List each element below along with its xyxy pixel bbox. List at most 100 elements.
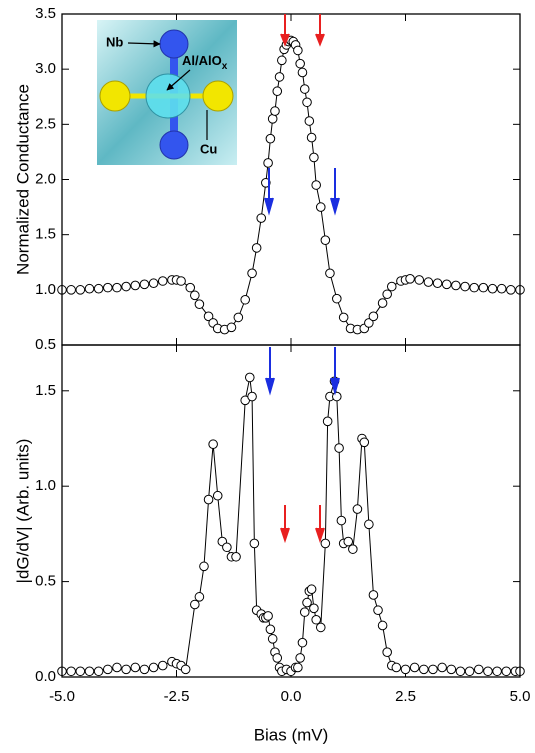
inset-label: Nb <box>106 34 123 49</box>
data-point <box>277 55 287 66</box>
data-point <box>272 86 283 97</box>
data-point <box>377 620 388 631</box>
data-point <box>352 504 363 514</box>
red-arrow <box>315 14 325 47</box>
data-point <box>455 666 466 677</box>
data-point <box>423 277 434 287</box>
data-point <box>263 611 273 621</box>
data-point <box>464 666 475 677</box>
data-point <box>306 132 317 143</box>
data-point <box>315 622 326 633</box>
data-point <box>112 662 122 673</box>
data-point <box>265 133 276 144</box>
nb-electrode <box>159 130 189 160</box>
data-point <box>249 538 260 549</box>
data-point <box>212 490 223 501</box>
x-axis-label: Bias (mV) <box>254 725 329 744</box>
data-point <box>391 662 402 673</box>
data-point <box>311 180 321 190</box>
y-tick-label: 1.5 <box>35 382 56 399</box>
data-point <box>419 664 429 675</box>
y-tick-label: 1.0 <box>35 281 56 298</box>
data-point <box>208 439 218 450</box>
data-point <box>297 637 308 648</box>
blue-arrow <box>264 168 274 216</box>
data-point <box>180 664 191 675</box>
data-line <box>62 377 520 672</box>
inset-subscript: x <box>222 61 228 72</box>
data-point <box>302 97 312 108</box>
data-point <box>386 281 397 292</box>
data-point <box>460 281 470 292</box>
data-point <box>194 299 205 309</box>
data-point <box>332 293 342 304</box>
plot-frame <box>61 344 521 678</box>
cu-electrode <box>202 80 234 112</box>
data-point <box>332 391 342 402</box>
y-tick-label: 0.5 <box>35 336 56 353</box>
data-point <box>121 281 131 292</box>
data-point <box>451 280 461 291</box>
data-point <box>261 178 271 188</box>
data-point <box>338 312 349 323</box>
data-point <box>157 276 168 286</box>
data-point <box>311 614 321 625</box>
red-arrow <box>280 14 290 47</box>
data-point <box>334 443 344 453</box>
data-point <box>293 662 303 673</box>
data-point <box>348 544 358 554</box>
data-point <box>343 536 354 547</box>
data-point <box>148 662 159 673</box>
data-point <box>203 311 214 322</box>
data-point <box>293 45 303 56</box>
data-point <box>306 584 317 595</box>
y-tick-label: 0.5 <box>35 573 56 590</box>
data-point <box>222 542 232 553</box>
data-point <box>93 283 104 294</box>
data-point <box>441 279 452 290</box>
data-point <box>244 372 255 383</box>
data-point <box>469 282 480 293</box>
data-point <box>302 597 312 608</box>
inset-arrow <box>166 69 191 91</box>
data-point <box>203 494 214 505</box>
data-point <box>121 664 131 675</box>
data-point <box>359 437 370 448</box>
data-point <box>506 285 516 295</box>
data-point <box>272 653 283 663</box>
data-point <box>492 666 502 677</box>
data-point <box>473 664 484 675</box>
junction <box>145 73 191 119</box>
data-point <box>93 666 104 677</box>
data-point <box>112 282 122 293</box>
data-point <box>194 592 205 602</box>
x-tick-label: -2.5 <box>164 688 190 705</box>
data-point <box>414 275 425 285</box>
data-point <box>409 662 420 673</box>
data-point <box>190 599 200 610</box>
data-point <box>263 158 273 168</box>
y-tick-label: 2.5 <box>35 115 56 132</box>
data-point <box>325 268 335 279</box>
inset: Nb Al/AlOx Cu <box>97 20 237 165</box>
data-point <box>295 58 305 69</box>
data-point <box>428 664 438 675</box>
data-point <box>364 318 374 328</box>
y-tick-label: 0.0 <box>35 668 56 685</box>
data-point <box>139 279 150 290</box>
data-point <box>437 662 447 673</box>
data-point <box>226 322 237 333</box>
data-point <box>377 298 388 308</box>
data-point <box>478 282 489 293</box>
data-point <box>315 202 326 212</box>
data-point <box>130 662 141 673</box>
inset-arrow <box>127 40 161 48</box>
data-point <box>199 561 209 572</box>
data-point <box>483 666 493 677</box>
data-point <box>231 551 241 562</box>
data-point <box>368 311 379 322</box>
y-tick-label: 3.5 <box>35 5 56 22</box>
data-point <box>304 116 315 126</box>
data-point <box>382 289 392 300</box>
data-point <box>274 72 285 82</box>
